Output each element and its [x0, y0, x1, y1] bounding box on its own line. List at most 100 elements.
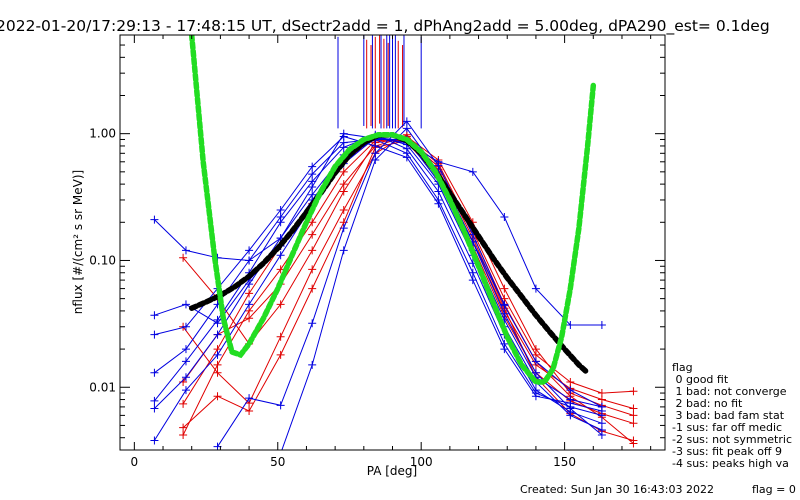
data-point-marker [276, 332, 285, 341]
data-point-marker [308, 265, 317, 274]
chart-axes: 0 50 100 150 0.01 0.10 1.00 [89, 34, 665, 469]
data-point-marker [500, 345, 509, 354]
data-point-marker [181, 246, 190, 255]
legend-entry: -1 sus: far off medic [672, 421, 782, 434]
data-point-marker [245, 406, 254, 415]
legend-entry: 3 bad: bad fam stat [672, 409, 785, 422]
data-point-marker [339, 206, 348, 215]
y-tick-label: 0.10 [89, 253, 116, 267]
data-point-marker [500, 213, 509, 222]
data-point-marker [308, 162, 317, 171]
legend-title: flag [672, 361, 693, 374]
data-point-marker [308, 284, 317, 293]
data-point-marker [308, 360, 317, 369]
data-point-marker [339, 246, 348, 255]
data-point-marker [150, 404, 159, 413]
data-point-marker [402, 124, 411, 133]
data-point-marker [339, 167, 348, 176]
data-point-marker [597, 320, 606, 329]
data-point-marker [181, 373, 190, 382]
data-point-marker [566, 386, 575, 395]
series-line [182, 137, 634, 424]
data-point-marker [531, 357, 540, 366]
data-point-marker [150, 311, 159, 320]
legend-entry: -4 sus: peaks high va [672, 457, 789, 470]
data-point-marker [213, 368, 222, 377]
data-point-marker [213, 350, 222, 359]
data-point-marker [339, 180, 348, 189]
legend-entry: 2 bad: no fit [672, 397, 743, 410]
data-point-marker [213, 319, 222, 328]
chart-marks [150, 35, 638, 450]
data-point-marker [531, 392, 540, 401]
data-point-marker [181, 386, 190, 395]
data-point-marker [150, 215, 159, 224]
data-point-marker [245, 256, 254, 265]
data-point-marker [245, 246, 254, 255]
data-point-marker [566, 395, 575, 404]
series-line [281, 127, 505, 450]
data-point-marker [566, 320, 575, 329]
data-point-marker [150, 396, 159, 405]
data-point-marker [181, 300, 190, 309]
data-point-marker [434, 187, 443, 196]
data-point-marker [245, 314, 254, 323]
data-point-marker [308, 319, 317, 328]
data-point-marker [150, 330, 159, 339]
data-point-marker [245, 394, 254, 403]
data-point-marker [597, 419, 606, 428]
series-line [182, 137, 634, 394]
data-point-marker [371, 155, 380, 164]
legend-entry: 0 good fit [672, 373, 729, 386]
data-point-marker [308, 182, 317, 191]
data-point-marker [468, 268, 477, 277]
data-point-marker [629, 387, 638, 396]
x-tick-label: 100 [410, 455, 433, 469]
y-tick-label: 0.01 [89, 380, 116, 394]
data-point-marker [276, 206, 285, 215]
data-point-marker [245, 289, 254, 298]
chart-title: 2022-01-20/17:29:13 - 17:48:15 UT, dSect… [0, 17, 770, 36]
data-point-marker [308, 246, 317, 255]
data-point-marker [629, 419, 638, 428]
data-point-marker [308, 170, 317, 179]
data-point-marker [629, 404, 638, 413]
data-point-marker [179, 253, 188, 262]
data-point-marker [179, 423, 188, 432]
data-point-marker [150, 436, 159, 445]
data-point-marker [566, 378, 575, 387]
data-point-marker [629, 411, 638, 420]
x-tick-label: 0 [131, 455, 139, 469]
data-point-marker [468, 276, 477, 285]
data-point-marker [308, 230, 317, 239]
data-point-marker [339, 224, 348, 233]
data-point-marker [181, 345, 190, 354]
data-point-marker [213, 360, 222, 369]
data-point-marker [276, 350, 285, 359]
data-point-marker [531, 284, 540, 293]
data-point-marker [181, 322, 190, 331]
green-fit-curve [188, 35, 597, 385]
data-point-marker [597, 402, 606, 411]
legend-entry: -3 sus: fit peak off 9 [672, 445, 782, 458]
data-point-marker [213, 392, 222, 401]
data-point-marker [245, 300, 254, 309]
data-point-marker [276, 300, 285, 309]
data-point-marker [276, 213, 285, 222]
data-point-marker [629, 436, 638, 445]
y-axis-label: nflux [#/(cm² s sr MeV)] [71, 170, 85, 314]
data-point-marker [597, 389, 606, 398]
data-point-marker [339, 187, 348, 196]
data-point-marker [402, 153, 411, 162]
data-point-marker [434, 199, 443, 208]
data-point-marker [371, 149, 380, 158]
flag-readout: flag = 0 [752, 483, 796, 496]
flag-legend: flag 0 good fit 1 bad: not converge 2 ba… [672, 361, 792, 470]
data-point-marker [308, 218, 317, 227]
data-point-marker [179, 431, 188, 440]
x-axis-label: PA [deg] [367, 464, 417, 478]
series-line [154, 139, 603, 408]
legend-entry: 1 bad: not converge [672, 385, 787, 398]
data-point-marker [179, 399, 188, 408]
